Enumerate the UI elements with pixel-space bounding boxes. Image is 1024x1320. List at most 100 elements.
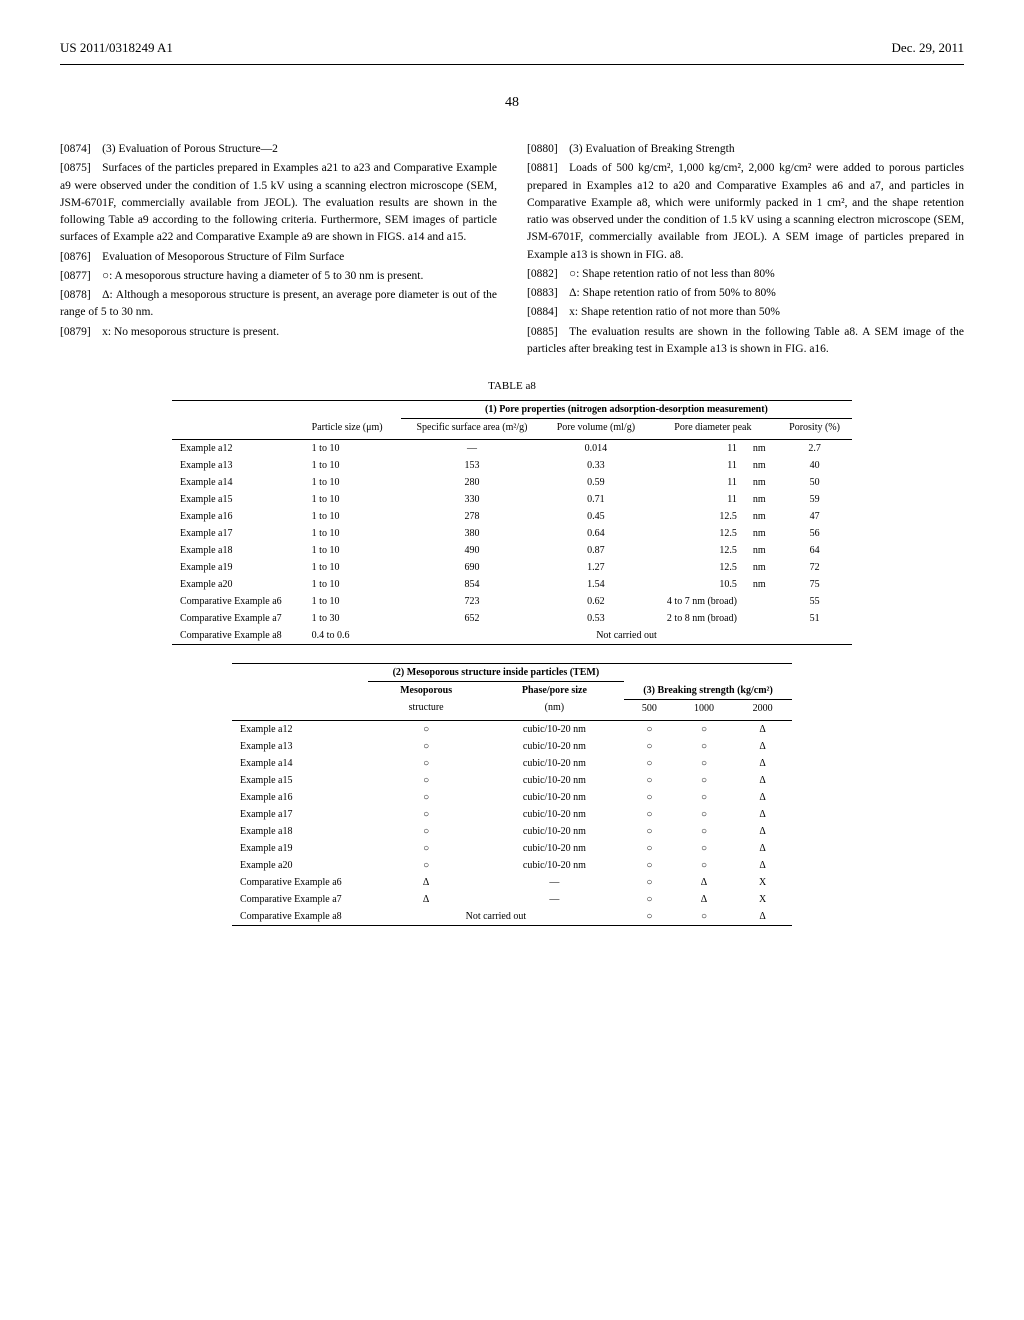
table-cell: ○ [675, 772, 734, 789]
table-row: Comparative Example a7 Δ — ○ Δ X [232, 891, 792, 908]
table-cell: ○ [624, 806, 675, 823]
table-cell: nm [745, 525, 777, 542]
table-cell: X [733, 891, 792, 908]
table-row: Example a19 ○ cubic/10-20 nm ○ ○ Δ [232, 840, 792, 857]
table-cell: Δ [675, 891, 734, 908]
table-cell: ○ [368, 806, 485, 823]
table-cell: Δ [368, 874, 485, 891]
table-cell: 1 to 10 [304, 474, 401, 491]
table-row: Example a14 1 to 10 280 0.59 11 nm 50 [172, 474, 852, 491]
table-cell: 854 [401, 576, 543, 593]
table-cell: 0.33 [543, 457, 649, 474]
table-row: Comparative Example a7 1 to 30 652 0.53 … [172, 610, 852, 627]
table-cell: — [485, 891, 625, 908]
table-cell: Example a16 [172, 508, 304, 525]
table-cell: 51 [777, 610, 852, 627]
paragraph: [0877] ○: A mesoporous structure having … [60, 268, 497, 285]
paragraph: [0881] Loads of 500 kg/cm², 1,000 kg/cm²… [527, 160, 964, 264]
table-cell: 0.59 [543, 474, 649, 491]
table-cell: Example a19 [232, 840, 368, 857]
table-cell: cubic/10-20 nm [485, 738, 625, 755]
table-cell: ○ [624, 738, 675, 755]
table-cell: nm [745, 440, 777, 458]
table-cell: 72 [777, 559, 852, 576]
table-cell: Comparative Example a8 [172, 627, 304, 645]
right-column: [0880] (3) Evaluation of Breaking Streng… [527, 141, 964, 360]
table-cell: 12.5 [649, 542, 745, 559]
table-cell: 1 to 10 [304, 542, 401, 559]
table-cell: Example a20 [172, 576, 304, 593]
table-cell: 380 [401, 525, 543, 542]
table-cell: 1 to 10 [304, 440, 401, 458]
table-cell: ○ [675, 789, 734, 806]
table-group-header: (2) Mesoporous structure inside particle… [368, 664, 625, 682]
table-cell: cubic/10-20 nm [485, 840, 625, 857]
table-cell: nm [745, 491, 777, 508]
table-cell: ○ [368, 789, 485, 806]
table-cell: ○ [675, 840, 734, 857]
table-cell: 490 [401, 542, 543, 559]
left-column: [0874] (3) Evaluation of Porous Structur… [60, 141, 497, 360]
table-row: Example a16 1 to 10 278 0.45 12.5 nm 47 [172, 508, 852, 525]
table-cell: 0.64 [543, 525, 649, 542]
table-cell: Example a18 [172, 542, 304, 559]
table-cell: 11 [649, 491, 745, 508]
table-cell: nm [745, 542, 777, 559]
table-cell: 330 [401, 491, 543, 508]
table-cell: ○ [624, 908, 675, 926]
table-cell: cubic/10-20 nm [485, 772, 625, 789]
table-cell: ○ [624, 891, 675, 908]
table-cell: 1.27 [543, 559, 649, 576]
table-cell: 652 [401, 610, 543, 627]
paragraph: [0874] (3) Evaluation of Porous Structur… [60, 141, 497, 158]
page-header: US 2011/0318249 A1 Dec. 29, 2011 [60, 40, 964, 56]
header-divider [60, 64, 964, 65]
table-row: Comparative Example a6 Δ — ○ Δ X [232, 874, 792, 891]
table-cell: ○ [368, 755, 485, 772]
table-a8-part2: (2) Mesoporous structure inside particle… [232, 663, 792, 926]
table-cell: 11 [649, 474, 745, 491]
table-cell: Example a13 [172, 457, 304, 474]
table-cell: ○ [675, 738, 734, 755]
table-cell: ○ [368, 823, 485, 840]
table-cell: 1 to 10 [304, 491, 401, 508]
table-header: structure [368, 699, 485, 720]
table-cell: nm [745, 559, 777, 576]
paragraph: [0876] Evaluation of Mesoporous Structur… [60, 249, 497, 266]
table-cell: 12.5 [649, 525, 745, 542]
table-row: Example a20 ○ cubic/10-20 nm ○ ○ Δ [232, 857, 792, 874]
table-header: Pore diameter peak [649, 419, 777, 440]
table-cell: Δ [733, 738, 792, 755]
table-cell: Comparative Example a6 [172, 593, 304, 610]
table-cell: Δ [733, 772, 792, 789]
table-header: Mesoporous [368, 682, 485, 700]
table-header: Porosity (%) [777, 419, 852, 440]
table-cell: 50 [777, 474, 852, 491]
table-cell: 280 [401, 474, 543, 491]
table-cell: ○ [675, 823, 734, 840]
table-cell: — [485, 874, 625, 891]
patent-date: Dec. 29, 2011 [892, 40, 964, 56]
table-cell: ○ [624, 840, 675, 857]
table-cell: Example a14 [232, 755, 368, 772]
table-row: Example a15 1 to 10 330 0.71 11 nm 59 [172, 491, 852, 508]
table-cell: cubic/10-20 nm [485, 806, 625, 823]
table-cell: Δ [733, 755, 792, 772]
paragraph: [0883] Δ: Shape retention ratio of from … [527, 285, 964, 302]
table-cell: 0.53 [543, 610, 649, 627]
table-cell: Δ [733, 720, 792, 738]
table-a8-part1: (1) Pore properties (nitrogen adsorption… [172, 400, 852, 645]
table-cell: Example a17 [172, 525, 304, 542]
table-cell: ○ [675, 806, 734, 823]
table-group-header: (1) Pore properties (nitrogen adsorption… [401, 401, 852, 419]
table-cell: 4 to 7 nm (broad) [649, 593, 745, 610]
table-cell: 0.45 [543, 508, 649, 525]
table-header: Specific surface area (m²/g) [401, 419, 543, 440]
table-cell: 723 [401, 593, 543, 610]
table-cell: Δ [733, 857, 792, 874]
table-cell: Example a16 [232, 789, 368, 806]
table-cell: 12.5 [649, 508, 745, 525]
table-cell: Not carried out [368, 908, 625, 926]
table-cell: Δ [368, 891, 485, 908]
table-row: Example a19 1 to 10 690 1.27 12.5 nm 72 [172, 559, 852, 576]
